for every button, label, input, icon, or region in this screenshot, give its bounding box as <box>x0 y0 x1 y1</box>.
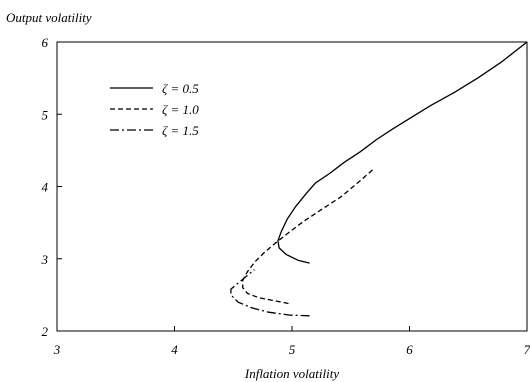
x-tick-label: 7 <box>524 342 530 357</box>
series-line-3 <box>230 269 310 317</box>
y-tick-label: 2 <box>42 324 49 339</box>
x-tick-label: 3 <box>53 342 61 357</box>
legend-label-3: ζ = 1.5 <box>162 123 199 138</box>
x-tick-label: 4 <box>171 342 178 357</box>
y-tick-label: 5 <box>42 107 49 122</box>
y-tick-label: 3 <box>41 252 49 267</box>
x-tick-label: 6 <box>406 342 413 357</box>
y-axis-label: Output volatility <box>6 10 92 25</box>
x-tick-label: 5 <box>289 342 296 357</box>
plot-frame <box>56 41 528 332</box>
y-tick-label: 4 <box>42 180 49 195</box>
series-line-2 <box>242 167 375 305</box>
x-axis-label: Inflation volatility <box>244 366 339 381</box>
legend-label-2: ζ = 1.0 <box>162 102 199 117</box>
series-layer <box>230 41 528 317</box>
y-tick-label: 6 <box>42 35 49 50</box>
legend-label-1: ζ = 0.5 <box>162 81 199 96</box>
series-line-1 <box>277 41 528 264</box>
legend: ζ = 0.5 ζ = 1.0 ζ = 1.5 <box>110 81 199 138</box>
